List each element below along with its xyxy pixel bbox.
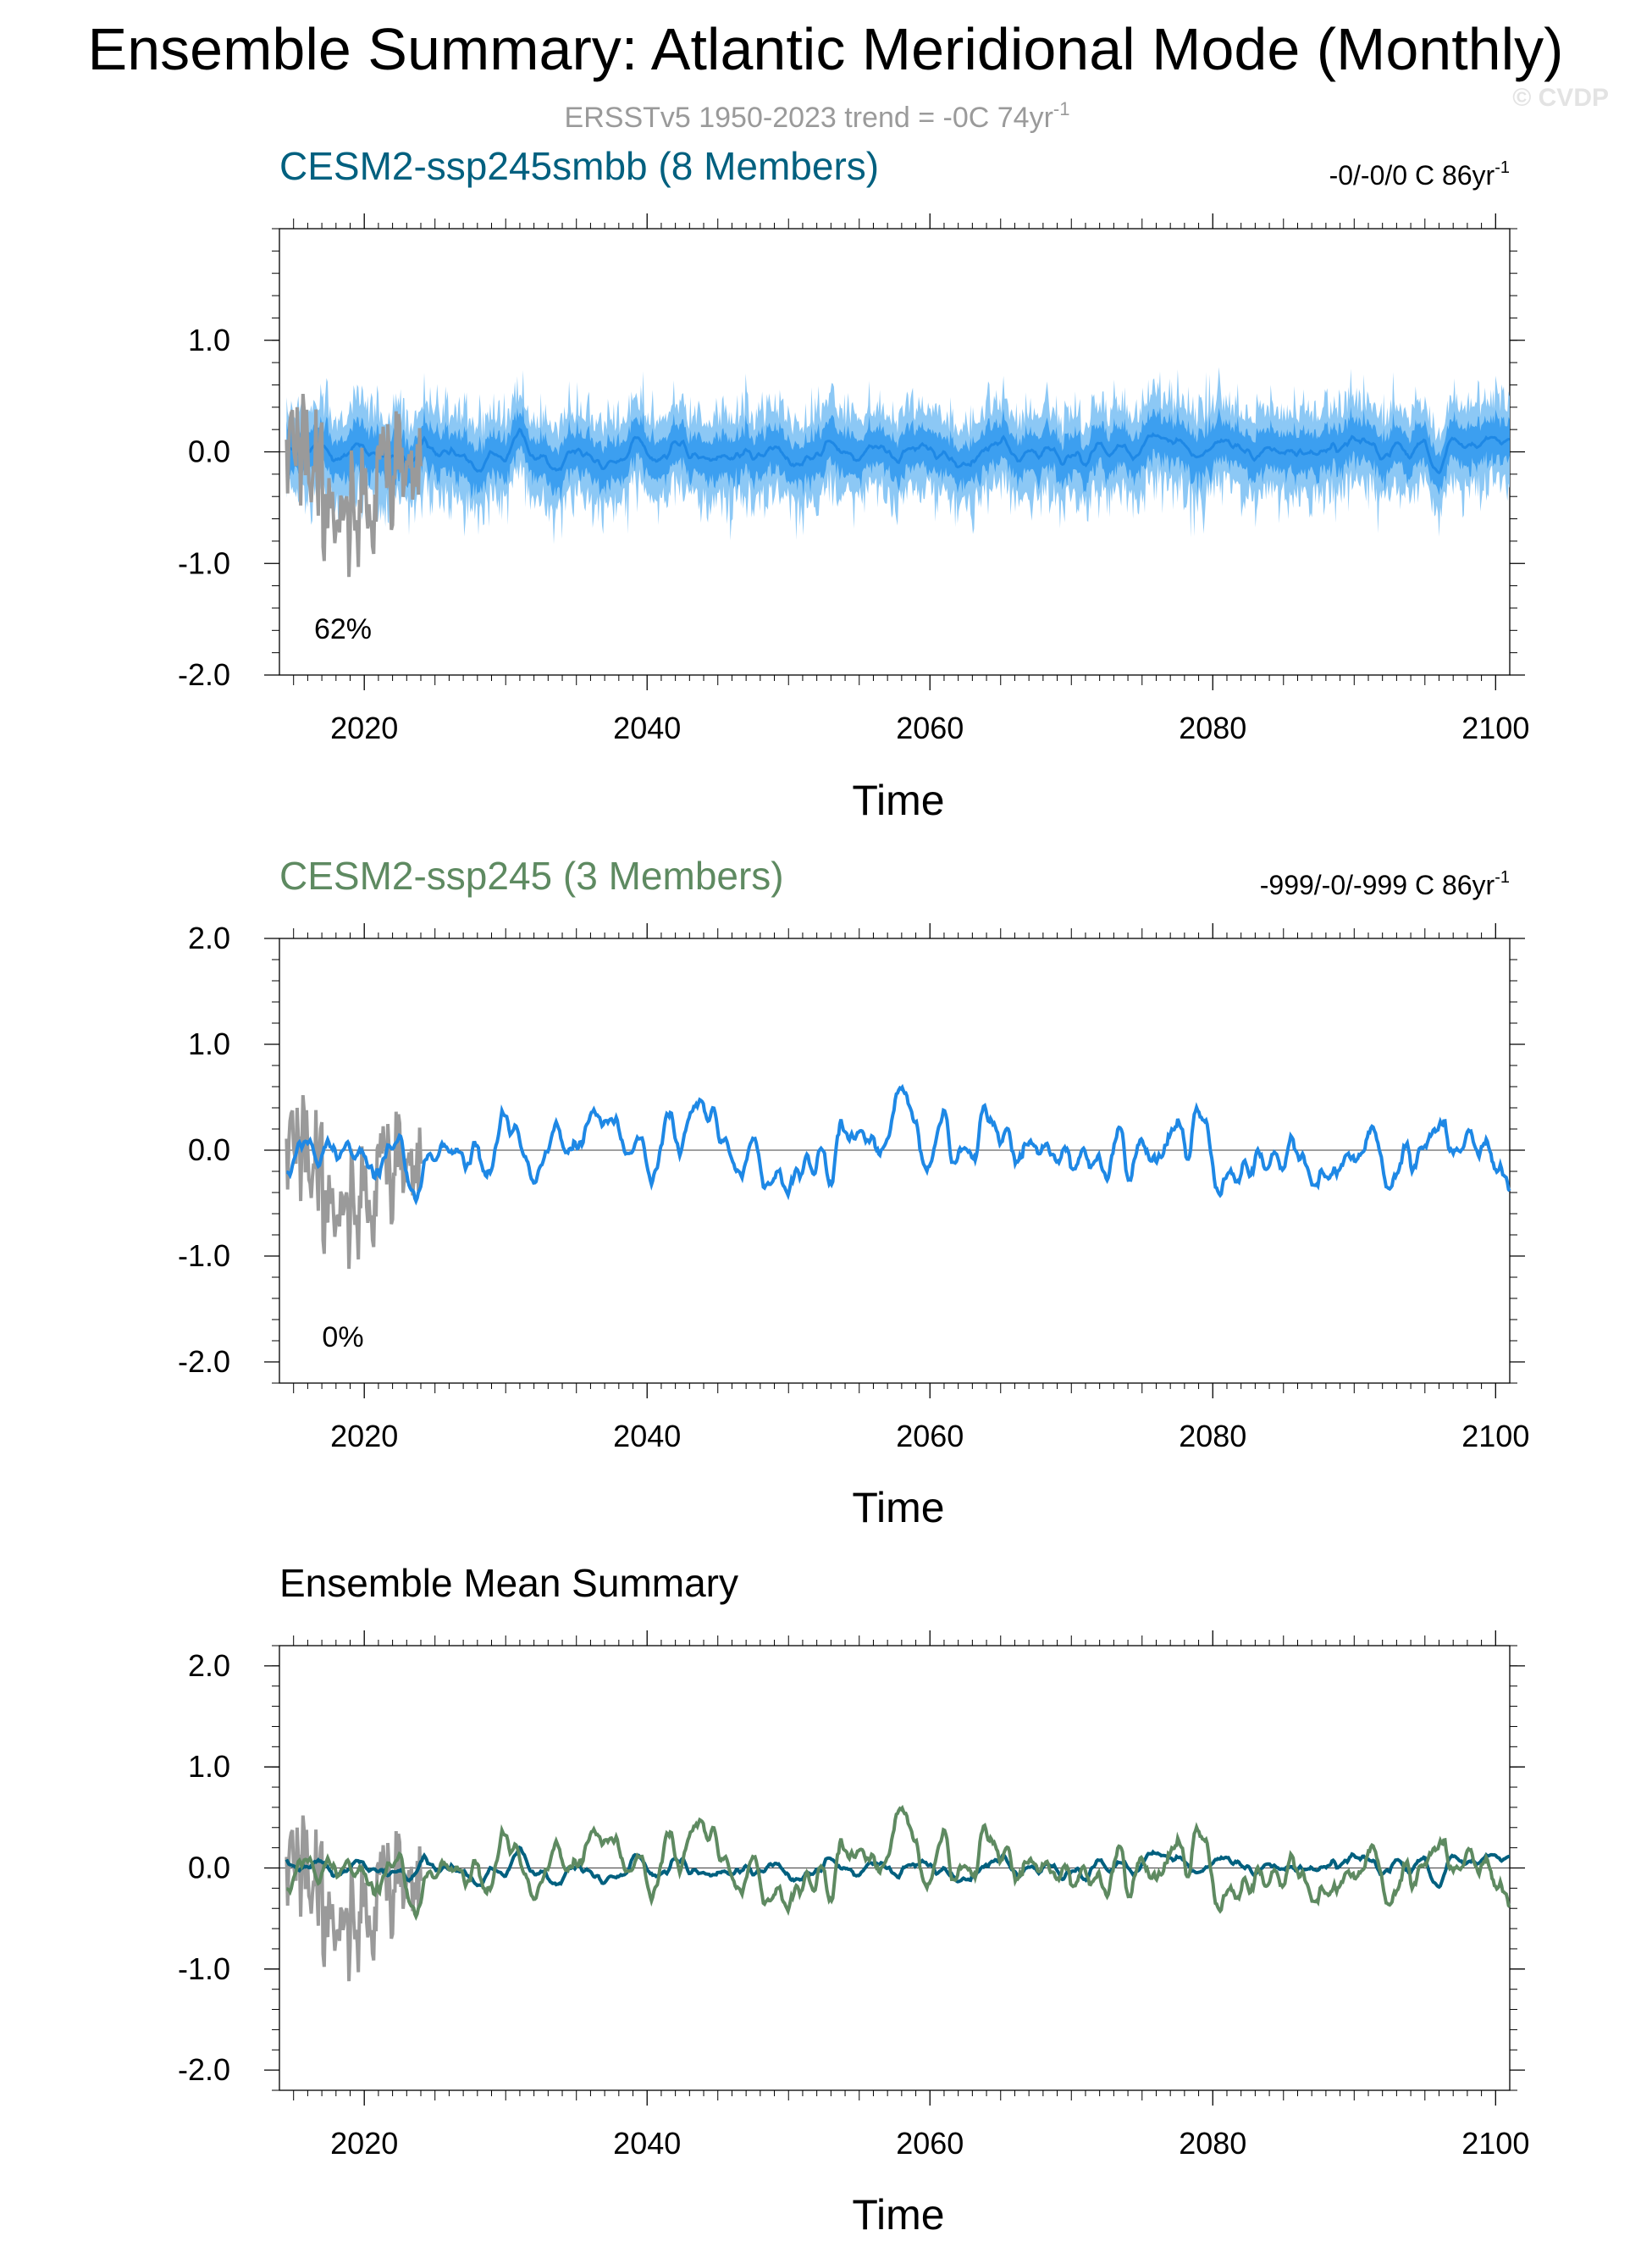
- x-tick-label: 2100: [1461, 1419, 1529, 1453]
- x-tick-label: 2040: [613, 2126, 681, 2161]
- observations-line: [285, 1094, 423, 1270]
- y-tick-label: 2.0: [188, 1648, 230, 1683]
- y-tick-label: 2.0: [188, 921, 230, 955]
- panel-1-percent: 62%: [314, 613, 372, 645]
- x-tick-label: 2080: [1179, 711, 1246, 745]
- ensemble-mean-line: [285, 427, 1511, 475]
- panel-3-xlabel: Time: [852, 2191, 944, 2239]
- x-tick-label: 2040: [613, 1419, 681, 1453]
- panel-ensemble-1: CESM2-ssp245smbb (8 Members) -0/-0/0 C 8…: [178, 144, 1529, 824]
- observations-line: [285, 393, 423, 578]
- obs-trend-subtitle: ERSSTv5 1950-2023 trend = -0C 74yr-1: [565, 98, 1070, 134]
- x-tick-label: 2020: [330, 711, 398, 745]
- y-tick-label: 1.0: [188, 323, 230, 357]
- copyright-watermark: © CVDP: [1512, 84, 1609, 112]
- x-tick-label: 2100: [1461, 711, 1529, 745]
- panel-1-plot-area: 1.0 0.0 -1.0 -2.0 2020 2040 2060 2080 2100: [178, 213, 1529, 745]
- y-tick-label: -1.0: [178, 545, 230, 580]
- ensemble-2-mean-line: [286, 1804, 1511, 1921]
- y-tick-label: 1.0: [188, 1027, 230, 1061]
- panel-1-xlabel: Time: [852, 777, 944, 824]
- y-tick-label: -2.0: [178, 2052, 230, 2087]
- panel-2-percent: 0%: [322, 1321, 363, 1353]
- y-tick-label: -1.0: [178, 1238, 230, 1273]
- panel-3-title: Ensemble Mean Summary: [279, 1561, 738, 1605]
- panel-2-xlabel: Time: [852, 1484, 944, 1531]
- x-tick-label: 2060: [896, 1419, 964, 1453]
- panel-ensemble-2: CESM2-ssp245 (3 Members) -999/-0/-999 C …: [178, 854, 1529, 1531]
- y-tick-label: -1.0: [178, 1951, 230, 1986]
- x-tick-label: 2020: [330, 2126, 398, 2161]
- y-tick-label: -2.0: [178, 1344, 230, 1379]
- ensemble-spread-inner: [286, 406, 1510, 504]
- ensemble-mean-line: [286, 1083, 1511, 1206]
- ensemble-1-mean-line: [285, 1845, 1511, 1890]
- panel-ensemble-mean-summary: Ensemble Mean Summary 2.01.00.0-1.0-2.02…: [178, 1561, 1529, 2239]
- panel-2-title: CESM2-ssp245 (3 Members): [279, 854, 784, 898]
- x-tick-label: 2080: [1179, 1419, 1246, 1453]
- x-tick-label: 2060: [896, 711, 964, 745]
- x-tick-label: 2040: [613, 711, 681, 745]
- x-tick-label: 2020: [330, 1419, 398, 1453]
- panel-3-plot-area: 2.0 1.0 0.0 -1.0 -2.0 2020 2040 2060 2080 2100: [178, 1630, 1529, 2161]
- y-tick-label: 0.0: [188, 1851, 230, 1885]
- y-tick-label: -2.0: [178, 657, 230, 692]
- x-tick-label: 2060: [896, 2126, 964, 2161]
- panel-2-plot-area: 2.0 1.0 0.0 -1.0 -2.0 2020 2040 2060 2080 2100: [178, 921, 1529, 1453]
- y-tick-label: 1.0: [188, 1749, 230, 1784]
- y-tick-label: 0.0: [188, 434, 230, 469]
- panel-2-trend: -999/-0/-999 C 86yr-1: [1260, 868, 1510, 900]
- observations-line: [285, 1815, 423, 1982]
- y-tick-label: 0.0: [188, 1132, 230, 1167]
- figure-title: Ensemble Summary: Atlantic Meridional Mo…: [88, 16, 1564, 82]
- x-tick-label: 2100: [1461, 2126, 1529, 2161]
- plot-frame: [279, 938, 1511, 1384]
- panel-1-trend: -0/-0/0 C 86yr-1: [1329, 158, 1510, 191]
- panel-1-title: CESM2-ssp245smbb (8 Members): [279, 144, 879, 188]
- x-tick-label: 2080: [1179, 2126, 1246, 2161]
